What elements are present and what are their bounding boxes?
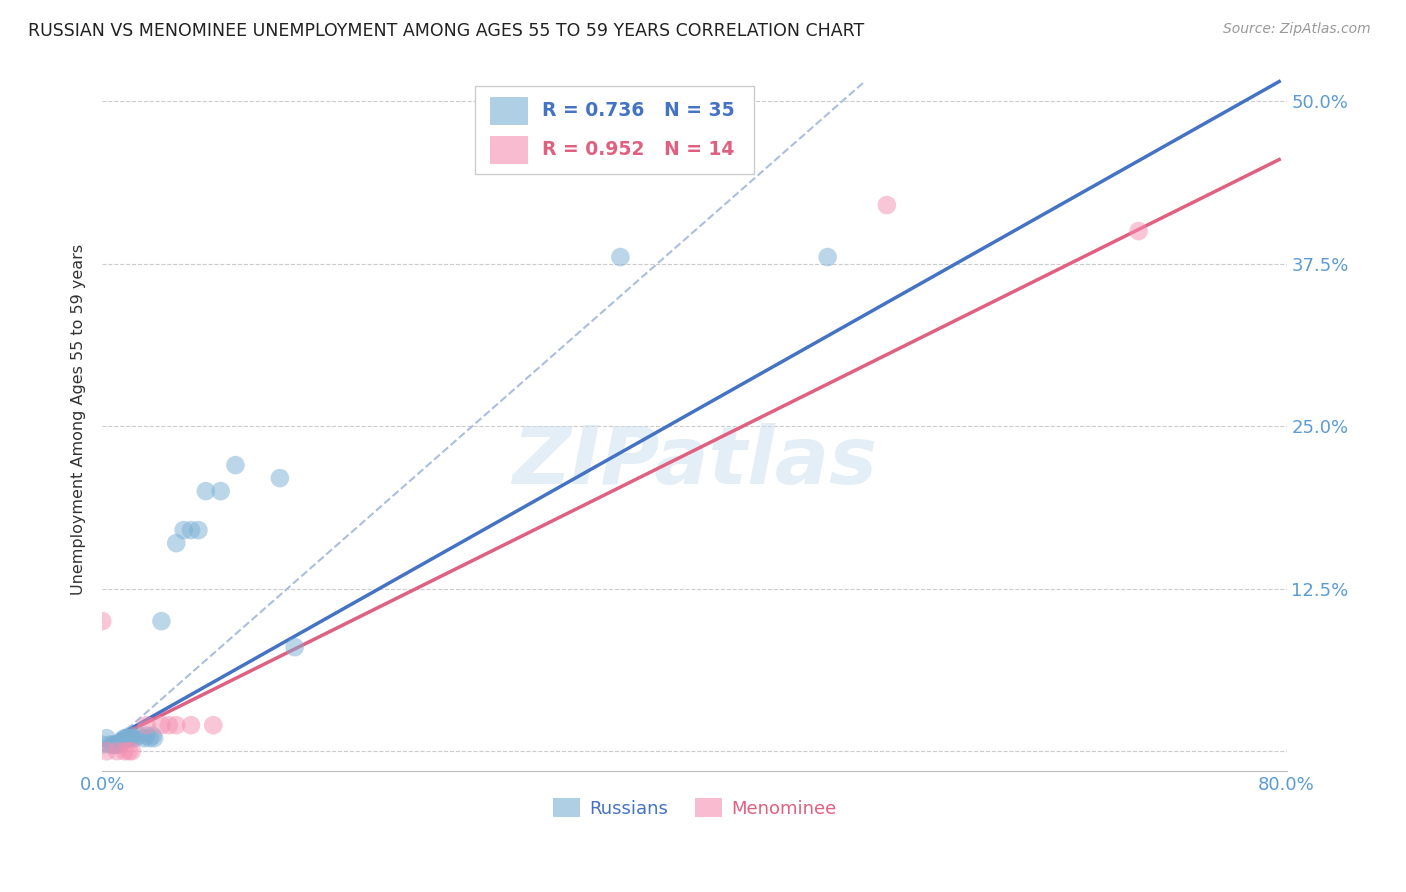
Point [124,731,146,746]
Text: R = 0.952: R = 0.952 [541,140,644,159]
Point [209,484,232,499]
Point [105,738,128,752]
Point [120,729,142,743]
Point [180,523,202,537]
Text: Source: ZipAtlas.com: Source: ZipAtlas.com [1223,22,1371,37]
Point [96,731,118,746]
Point [165,718,187,732]
Point [105,744,128,758]
Point [143,731,166,746]
Point [91,738,114,752]
Point [118,731,141,746]
Point [110,733,132,747]
Point [187,523,209,537]
Point [165,536,187,550]
Point [96,744,118,758]
Point [108,738,131,752]
Text: R = 0.736: R = 0.736 [541,101,644,120]
Point [121,731,143,746]
Point [817,250,839,264]
Point [121,744,143,758]
Point [91,614,114,628]
Point [876,198,898,212]
Point [150,718,173,732]
Text: N = 35: N = 35 [664,101,734,120]
Point [98,738,121,752]
Point [173,523,195,537]
Point [115,731,138,746]
Point [132,731,155,746]
Y-axis label: Unemployment Among Ages 55 to 59 years: Unemployment Among Ages 55 to 59 years [72,244,86,595]
Point [104,738,127,752]
Point [1128,224,1150,238]
FancyBboxPatch shape [475,86,754,174]
Point [609,250,631,264]
Legend: Russians, Menominee: Russians, Menominee [546,791,844,825]
Point [117,731,139,746]
Point [111,733,134,747]
FancyBboxPatch shape [489,97,527,124]
Point [138,731,160,746]
Point [135,729,157,743]
Point [141,729,163,743]
Point [224,458,246,472]
Point [118,744,141,758]
Point [194,484,217,499]
Text: RUSSIAN VS MENOMINEE UNEMPLOYMENT AMONG AGES 55 TO 59 YEARS CORRELATION CHART: RUSSIAN VS MENOMINEE UNEMPLOYMENT AMONG … [28,22,865,40]
Point [180,718,202,732]
Point [202,718,225,732]
Point [103,738,125,752]
FancyBboxPatch shape [489,136,527,162]
Text: ZIPatlas: ZIPatlas [512,423,877,500]
Point [112,731,135,746]
Point [101,738,124,752]
Point [150,614,173,628]
Text: N = 14: N = 14 [664,140,734,159]
Point [112,744,135,758]
Point [128,729,150,743]
Point [135,718,157,732]
Point [284,640,307,655]
Point [157,718,180,732]
Point [269,471,291,485]
